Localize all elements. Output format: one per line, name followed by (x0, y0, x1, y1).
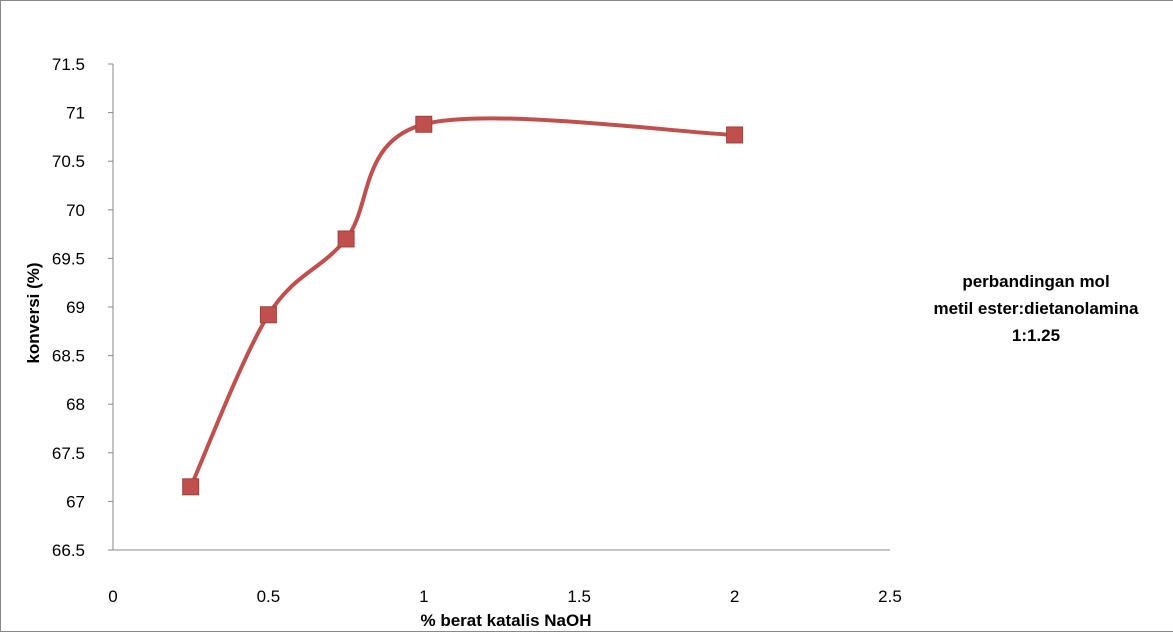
x-axis-ticks: 0 0.5 1 1.5 2 2.5 (108, 587, 902, 606)
x-tick-label: 1 (419, 587, 428, 606)
legend-label-line: metil ester:dietanolamina (933, 299, 1139, 318)
y-tick-label: 68 (66, 395, 85, 414)
x-axis-title: % berat katalis NaOH (420, 611, 591, 630)
x-tick-label: 0.5 (257, 587, 281, 606)
y-tick-label: 70 (66, 201, 85, 220)
legend: perbandingan mol metil ester:dietanolamin… (933, 272, 1139, 345)
legend-label-line: perbandingan mol (962, 272, 1109, 291)
y-axis-ticks: 66.5 67 67.5 68 68.5 69 69.5 70 70.5 71 71.5 (52, 55, 113, 560)
y-axis-title: konversi (%) (24, 262, 43, 363)
y-tick-label: 69 (66, 298, 85, 317)
legend-label-line: 1:1.25 (1012, 326, 1060, 345)
x-tick-label: 2.5 (878, 587, 902, 606)
y-tick-label: 71 (66, 104, 85, 123)
data-point-marker (726, 126, 744, 144)
series-layer (182, 115, 744, 496)
y-tick-label: 66.5 (52, 541, 85, 560)
data-point-marker (259, 306, 277, 324)
y-tick-label: 71.5 (52, 55, 85, 74)
y-tick-label: 67 (66, 492, 85, 511)
y-tick-label: 67.5 (52, 444, 85, 463)
x-tick-label: 1.5 (567, 587, 591, 606)
x-tick-label: 0 (108, 587, 117, 606)
data-point-marker (337, 230, 355, 248)
data-point-marker (182, 478, 200, 496)
y-tick-label: 70.5 (52, 152, 85, 171)
x-tick-label: 2 (730, 587, 739, 606)
series-line (188, 116, 735, 488)
y-tick-label: 68.5 (52, 347, 85, 366)
data-point-marker (415, 115, 433, 133)
y-tick-label: 69.5 (52, 249, 85, 268)
